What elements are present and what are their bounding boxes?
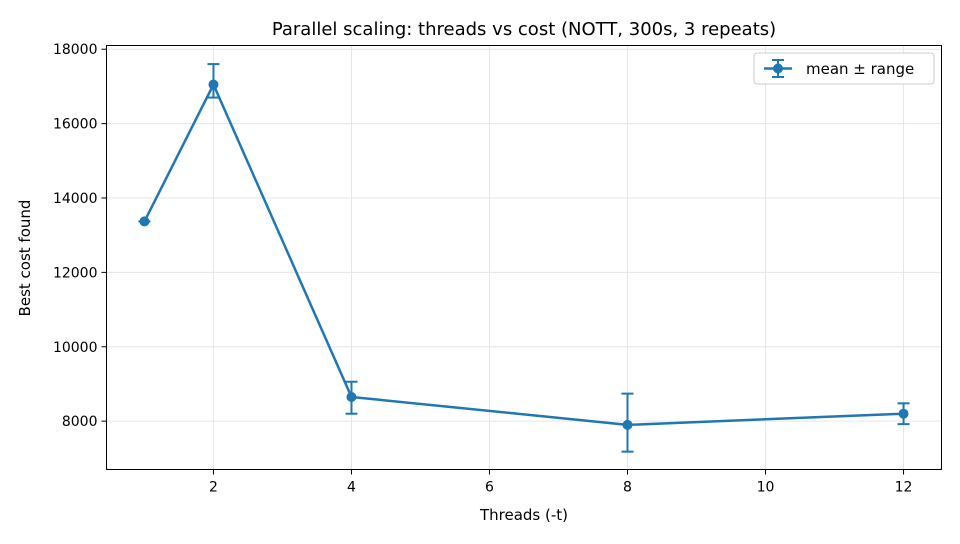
x-tick-label: 4 <box>347 480 356 496</box>
x-tick-label: 12 <box>895 480 913 496</box>
data-point <box>346 391 357 402</box>
plot-frame <box>106 45 942 470</box>
x-tick-label: 2 <box>209 480 218 496</box>
data-point <box>898 408 909 419</box>
x-axis-label: Threads (-t) <box>479 506 568 524</box>
y-tick-label: 14000 <box>53 191 98 207</box>
x-tick-label: 8 <box>623 480 632 496</box>
y-tick-label: 8000 <box>62 414 98 430</box>
y-tick-label: 10000 <box>53 340 98 356</box>
x-tick-label: 6 <box>485 480 494 496</box>
legend-box <box>753 52 935 85</box>
data-point <box>208 79 219 90</box>
y-axis-label: Best cost found <box>16 200 34 317</box>
series-layer <box>138 63 910 453</box>
chart-title: Parallel scaling: threads vs cost (NOTT,… <box>272 19 776 40</box>
x-tick-label: 10 <box>757 480 775 496</box>
y-tick-label: 12000 <box>53 265 98 281</box>
legend: mean ± range <box>753 52 935 85</box>
data-point <box>622 419 633 430</box>
axes-layer: 2 4 6 8 10 12 8000 10000 12000 14000 16000 18000 <box>53 42 913 495</box>
legend-marker <box>773 63 783 74</box>
y-tick-label: 16000 <box>53 117 98 133</box>
legend-label: mean ± range <box>806 60 914 78</box>
grid-layer <box>106 45 942 470</box>
data-point <box>139 216 150 227</box>
y-tick-label: 18000 <box>53 42 98 58</box>
